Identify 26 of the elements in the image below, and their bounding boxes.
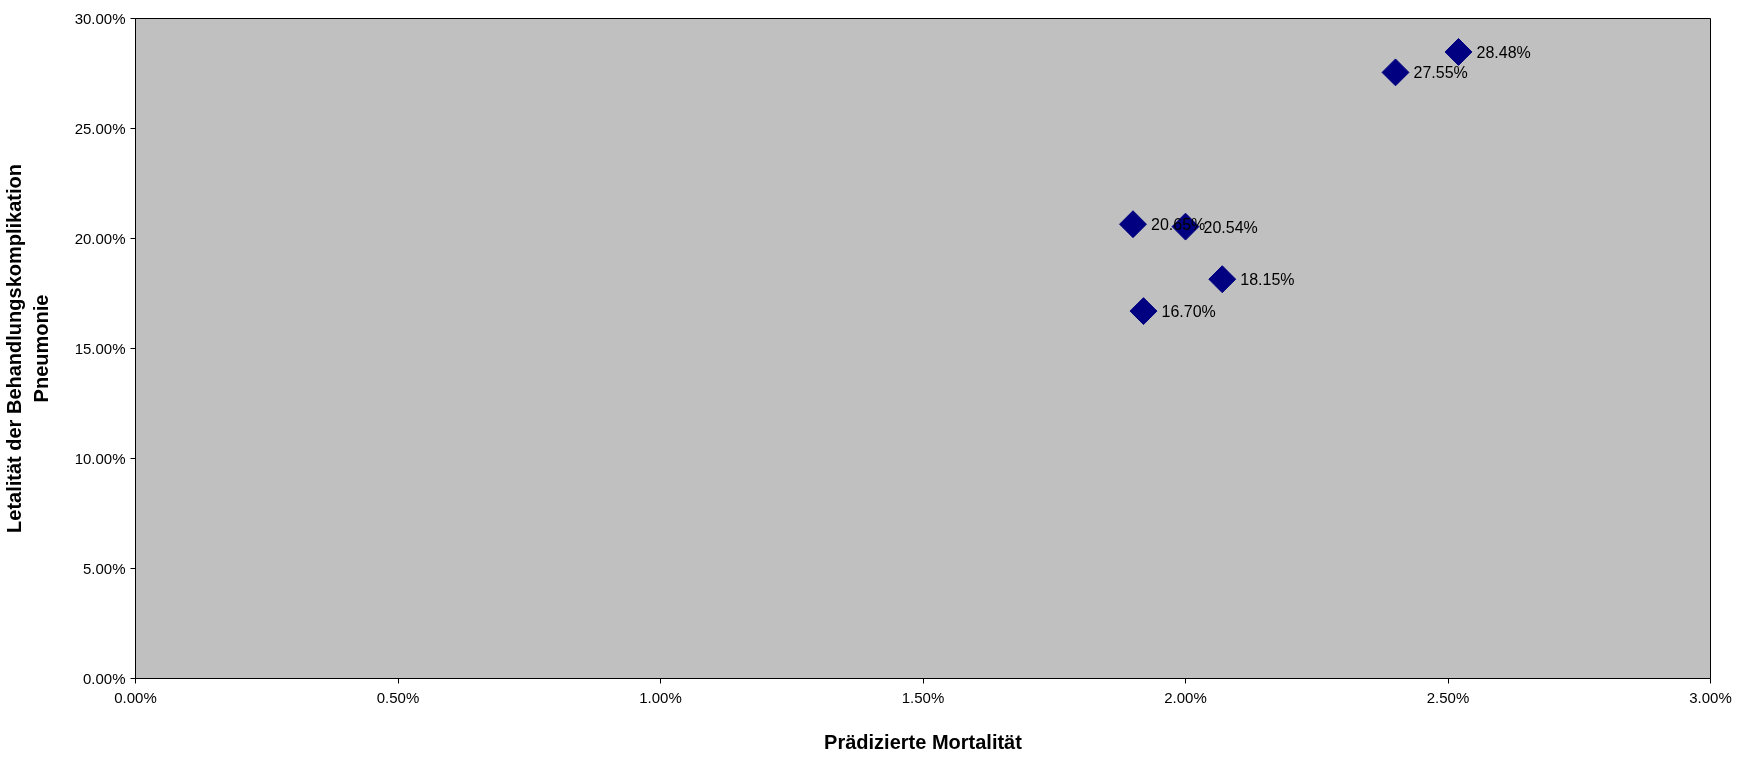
point [1208,265,1237,294]
y-tick-label: 25.00% [74,120,126,137]
y-axis-title: Letalität der Behandlungskomplikation Pneumonie [3,164,52,533]
point [1381,58,1410,87]
y-tick-label: 10.00% [74,450,126,467]
point [1444,38,1473,66]
x-tick-label: 0.00% [114,688,157,706]
x-tick-label: 3.00% [1689,688,1732,706]
y-tick-label: 20.00% [74,230,126,247]
data-label: 20.54% [1203,218,1258,236]
x-tick-label: 2.50% [1426,688,1470,706]
point [1129,297,1158,326]
y-tick-label: 30.00% [74,10,126,27]
data-label: 27.55% [1413,64,1468,82]
y-tick-label: 5.00% [82,560,126,577]
x-tick-label: 2.00% [1164,688,1207,706]
x-axis-title: Prädizierte Mortalität [824,730,1023,753]
y-tick-label: 0.00% [82,670,126,687]
x-tick-label: 1.00% [639,688,682,706]
x-tick-label: 0.50% [376,688,420,706]
point [1119,210,1147,239]
data-label: 16.70% [1161,303,1216,321]
y-tick-label: 15.00% [74,340,126,357]
data-label: 28.48% [1476,43,1531,61]
x-tick-label: 1.50% [901,688,945,706]
data-label: 18.15% [1240,271,1295,289]
